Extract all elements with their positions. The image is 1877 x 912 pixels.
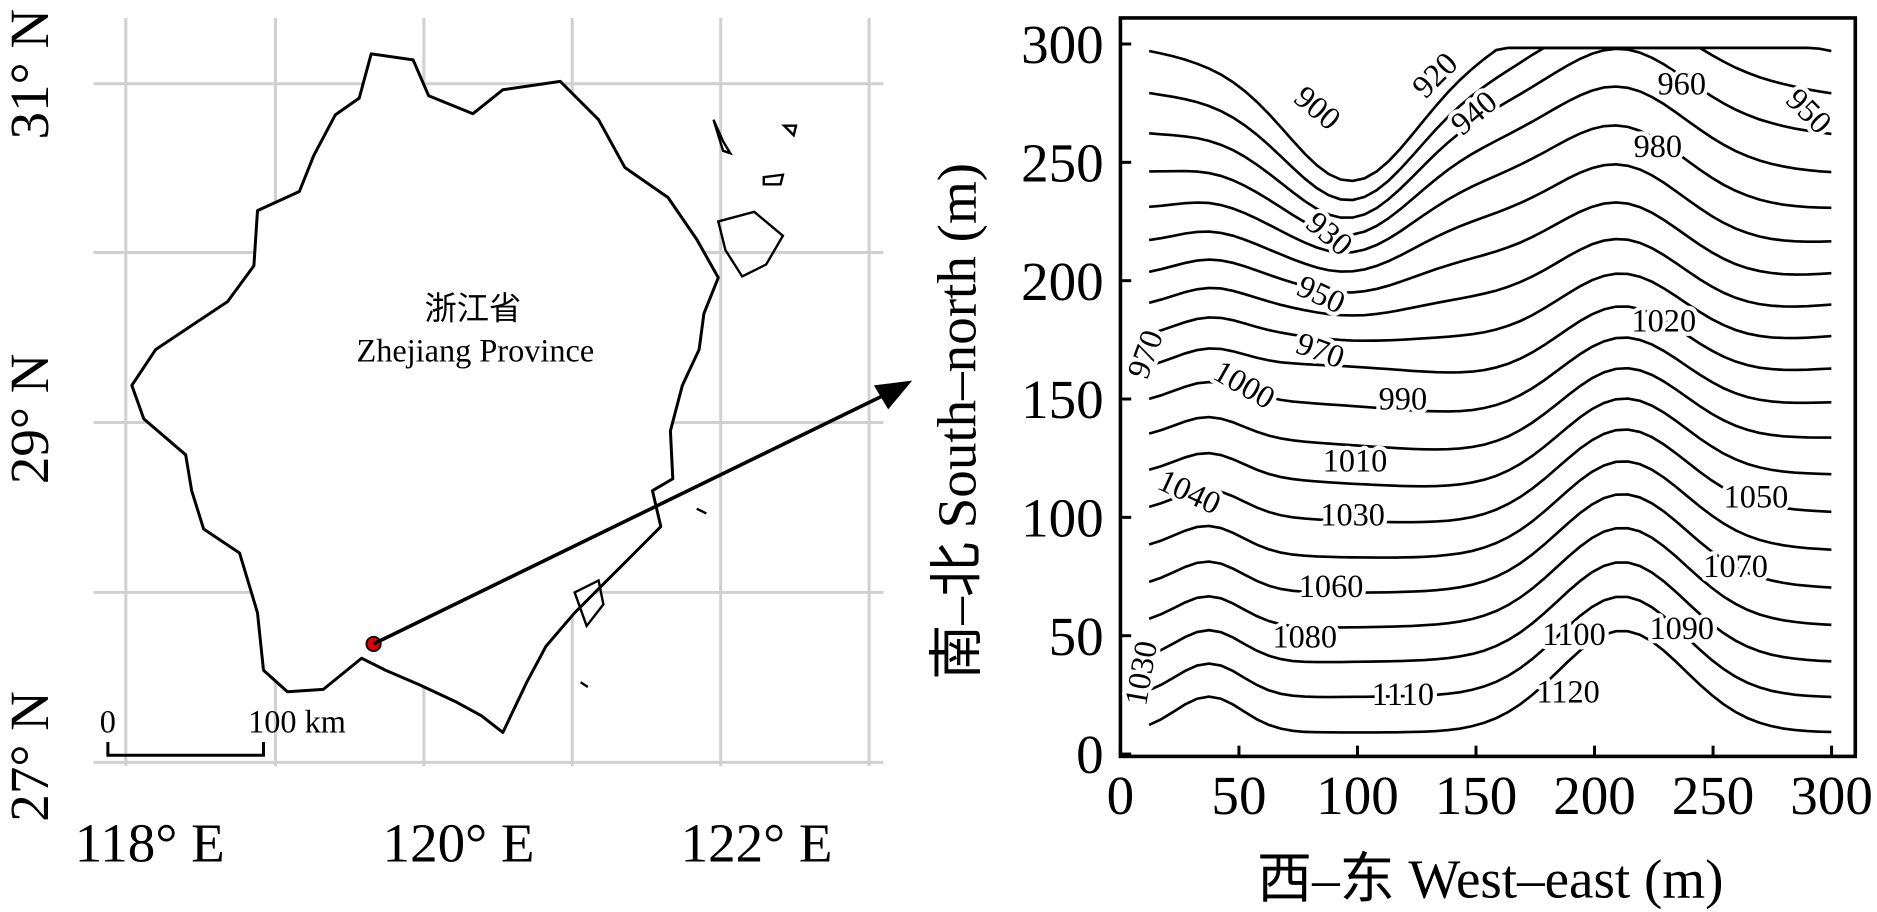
- plot-frame: [1118, 16, 1858, 759]
- island: [712, 119, 733, 156]
- scale-end: 100 km: [248, 703, 346, 739]
- contour-line: [1148, 366, 1832, 451]
- contour-label: 920: [1405, 45, 1465, 105]
- contour-plot: 0 50 100 150 200 250 300 0 50 100 150 200 250 300 900…: [927, 14, 1873, 910]
- x-tick-label: 200: [1553, 765, 1636, 826]
- island: [696, 507, 707, 515]
- island: [573, 578, 605, 629]
- contour-line: [1148, 201, 1832, 294]
- arrow-line: [372, 389, 893, 646]
- contour-label: 950: [1292, 267, 1351, 320]
- y-tick-label: 250: [1021, 132, 1104, 193]
- y-tick-label: 0: [1076, 724, 1104, 785]
- contour-label: 1030: [1320, 496, 1385, 532]
- x-axis-title: 西–东 West–east (m): [1257, 849, 1723, 910]
- contour-line: [1148, 336, 1832, 413]
- province-outline: [130, 52, 720, 734]
- contour-line: [1148, 305, 1832, 374]
- y-tick-label: 100: [1021, 488, 1104, 549]
- scale-bar: 0 100 km: [100, 703, 346, 757]
- y-tick-label: 200: [1021, 251, 1104, 312]
- x-tick-label: 0: [1107, 765, 1135, 826]
- y-tick-label: 150: [1021, 369, 1104, 430]
- contour-label: 1070: [1703, 548, 1768, 584]
- y-tick-label: 300: [1021, 14, 1104, 75]
- x-tick-label: 50: [1211, 765, 1266, 826]
- contour-label: 1110: [1372, 676, 1434, 712]
- contour-label: 950: [1779, 81, 1839, 141]
- contour-label: 1120: [1536, 674, 1599, 710]
- island: [579, 681, 589, 688]
- islands: [573, 119, 798, 688]
- contour-line: [1148, 629, 1832, 734]
- contour-line: [1148, 272, 1832, 343]
- contour-label: 990: [1379, 380, 1427, 416]
- contour-label: 1080: [1272, 618, 1337, 654]
- contour-label: 1030: [1117, 638, 1164, 708]
- contour-line: [1148, 46, 1832, 202]
- contour-label: 1020: [1631, 303, 1696, 339]
- contour-line: [1148, 561, 1832, 664]
- contour-line: [1148, 237, 1832, 317]
- region-label-en: Zhejiang Province: [356, 332, 594, 368]
- contour-label: 1010: [1323, 443, 1388, 479]
- contour-line: [1149, 124, 1832, 254]
- contour-line: [1148, 493, 1832, 594]
- contour-label: 1050: [1724, 478, 1789, 514]
- contour-label: 1040: [1153, 462, 1227, 522]
- longitude-label: 118° E: [75, 813, 225, 874]
- scale-start: 0: [100, 703, 116, 739]
- longitude-label: 122° E: [681, 813, 833, 874]
- contour-label: 900: [1288, 78, 1348, 137]
- contour-line: [1149, 47, 1832, 219]
- contour-label: 1000: [1207, 353, 1281, 416]
- longitude-label: 120° E: [383, 813, 535, 874]
- axis-ticks: 0 50 100 150 200 250 300 0 50 100 150 200 250 300: [1021, 14, 1873, 826]
- region-label-cn: 浙江省: [424, 291, 521, 327]
- contour-lines: [1148, 46, 1832, 734]
- y-tick-label: 50: [1049, 606, 1104, 667]
- contour-label: 970: [1120, 325, 1170, 383]
- contour-line: [1148, 428, 1832, 524]
- contour-label: 940: [1443, 83, 1503, 142]
- contour-label: 980: [1634, 128, 1682, 164]
- contour-label: 1060: [1299, 568, 1364, 604]
- map: 浙江省 Zhejiang Province 0 100 km 31° N 29°…: [0, 9, 913, 874]
- contour-label: 970: [1292, 325, 1350, 375]
- latitude-label: 31° N: [0, 9, 60, 140]
- arrow-head: [873, 380, 913, 410]
- contour-line: [1149, 85, 1832, 237]
- y-axis-title: 南–北 South–north (m): [927, 163, 988, 680]
- island: [716, 210, 785, 279]
- contour-label: 930: [1300, 204, 1360, 263]
- contour-line: [1148, 526, 1832, 629]
- latitude-label: 29° N: [0, 354, 60, 485]
- x-tick-label: 250: [1672, 765, 1755, 826]
- contour-label: 960: [1658, 66, 1706, 102]
- contour-line: [1148, 163, 1832, 273]
- x-tick-label: 300: [1790, 765, 1873, 826]
- contour-line: [1148, 460, 1832, 559]
- contour-label: 1100: [1542, 616, 1605, 652]
- x-tick-label: 150: [1435, 765, 1518, 826]
- contour-line: [1148, 46, 1832, 183]
- contour-label: 1090: [1649, 610, 1714, 646]
- contour-line: [1148, 595, 1832, 699]
- latitude-label: 27° N: [0, 691, 60, 822]
- island: [762, 173, 785, 186]
- x-tick-label: 100: [1316, 765, 1399, 826]
- scale-line: [106, 742, 265, 757]
- island: [781, 124, 798, 138]
- contour-line: [1148, 397, 1832, 488]
